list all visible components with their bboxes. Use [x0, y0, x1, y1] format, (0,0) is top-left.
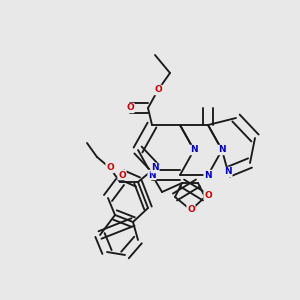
- Text: O: O: [118, 170, 126, 179]
- Text: N: N: [148, 170, 156, 179]
- Text: N: N: [218, 146, 226, 154]
- Text: N: N: [151, 164, 159, 172]
- Text: N: N: [224, 167, 232, 176]
- Text: N: N: [204, 170, 212, 179]
- Text: O: O: [106, 164, 114, 172]
- Text: O: O: [187, 206, 195, 214]
- Text: O: O: [204, 190, 212, 200]
- Text: O: O: [126, 103, 134, 112]
- Text: O: O: [154, 85, 162, 94]
- Text: N: N: [190, 146, 198, 154]
